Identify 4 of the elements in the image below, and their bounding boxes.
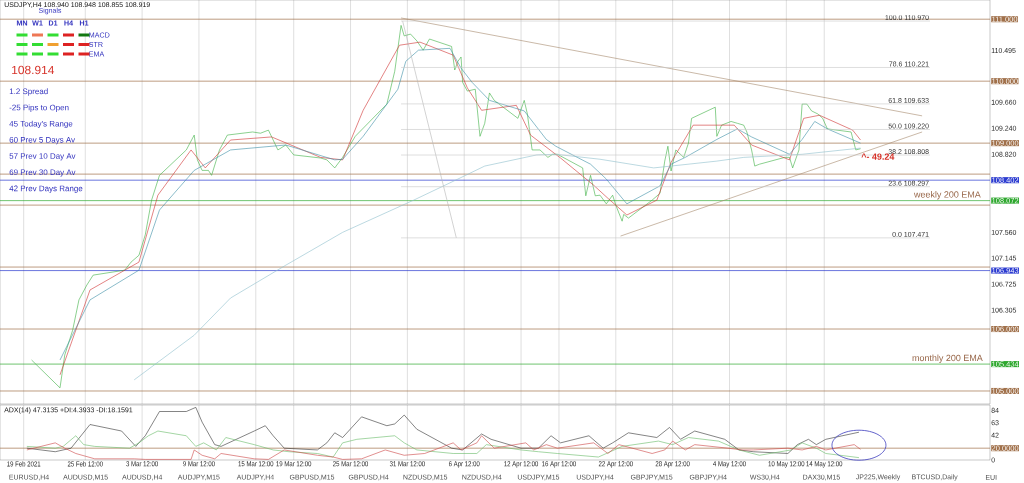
annotation: ^- 49.24 [861, 153, 895, 160]
annotation: 108.914 [12, 65, 55, 75]
annotation: weekly 200 EMA [913, 191, 981, 200]
annotation: monthly 200 EMA [912, 354, 983, 363]
